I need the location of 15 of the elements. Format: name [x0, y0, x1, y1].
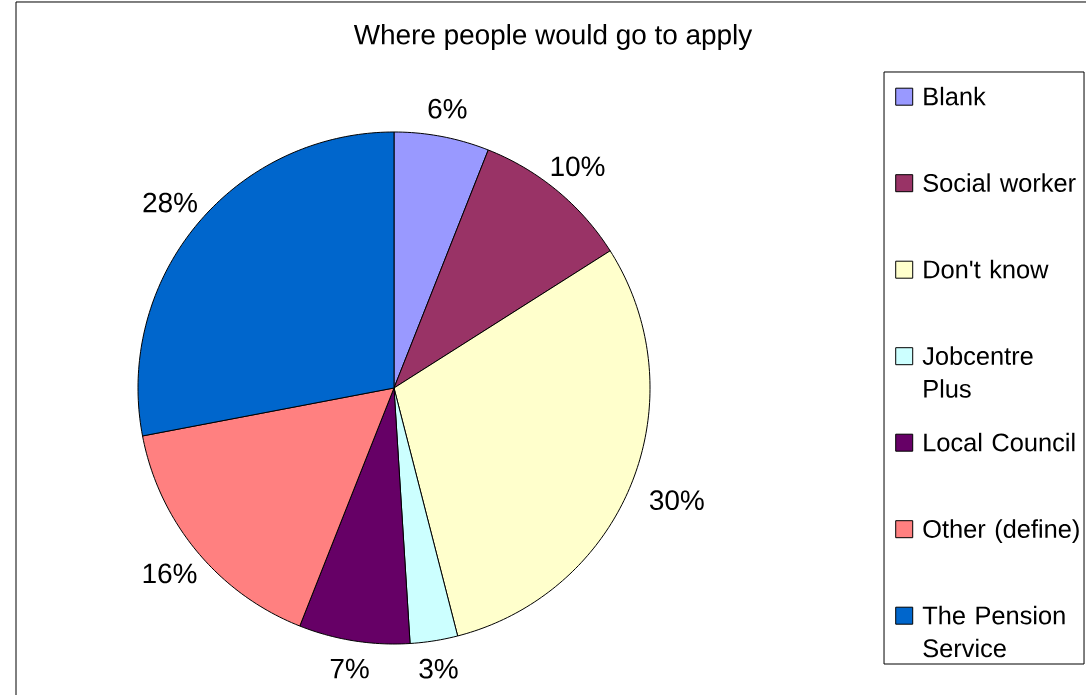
data-label: 10% — [551, 156, 605, 177]
legend-label: Jobcentre Plus — [922, 346, 1033, 398]
data-label: 6% — [428, 98, 467, 119]
legend-label: Local Council — [924, 432, 1075, 452]
data-label: 16% — [143, 563, 197, 584]
data-label: 3% — [419, 658, 458, 679]
legend-label: Social worker — [923, 173, 1076, 192]
legend-label: Don't know — [924, 259, 1049, 279]
data-label: 30% — [649, 490, 704, 511]
legend-label: The Pension Service — [922, 605, 1065, 658]
chart-title: Where people would go to apply — [353, 24, 753, 51]
data-label: 28% — [143, 192, 197, 213]
data-label: 7% — [330, 658, 369, 679]
legend-label: Other (define) — [923, 519, 1079, 543]
legend-label: Blank — [924, 86, 986, 106]
